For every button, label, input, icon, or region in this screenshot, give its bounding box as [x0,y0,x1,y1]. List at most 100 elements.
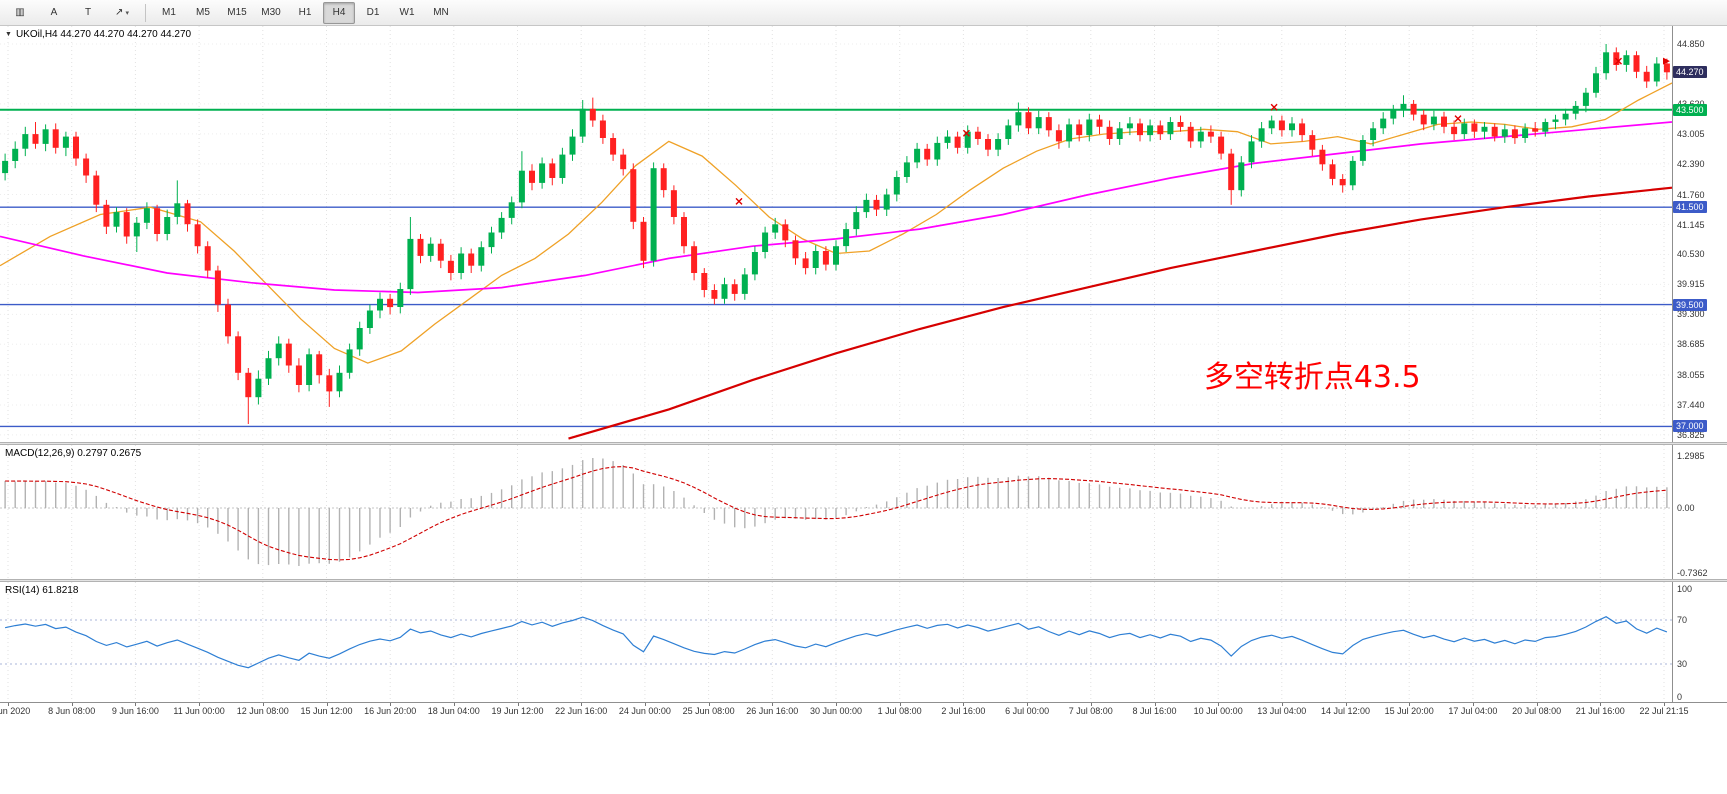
price-axis-label: 39.915 [1677,279,1705,290]
chart-mode-icon[interactable]: ▥ [15,7,25,18]
trade-marker [962,129,970,137]
macd-plot[interactable] [0,445,1672,579]
time-tick [71,703,73,706]
level-price-tag: 43.500 [1673,103,1707,116]
time-axis-label: 22 Jun 16:00 [555,706,608,716]
candles-series [2,44,1670,424]
time-axis-label: 6 Jul 00:00 [1005,706,1050,716]
time-axis-label: 24 Jun 00:00 [618,706,671,716]
time-axis-label: 8 Jun 08:00 [48,706,96,716]
time-tick [326,703,328,706]
time-axis-label: 7 Jul 08:00 [1068,706,1113,716]
price-axis-label: 43.005 [1677,128,1705,139]
time-tick [390,703,392,706]
trade-marker [735,197,743,205]
rsi-header: RSI(14) 61.8218 [5,585,78,596]
timeframe-m5[interactable]: M5 [196,7,210,18]
time-tick [199,703,201,706]
macd-header: MACD(12,26,9) 0.2797 0.2675 [5,448,141,459]
chart-symbol-header: ▼ UKOil,H4 44.270 44.270 44.270 44.270 [5,29,191,40]
time-tick [517,703,519,706]
ma-slow-line [568,186,1672,440]
time-axis-label: 2 Jul 16:00 [941,706,986,716]
time-axis-label: 20 Jul 08:00 [1512,706,1562,716]
chart-dropdown-icon[interactable]: ▼ [5,31,12,38]
time-tick [262,703,264,706]
annotate-letter-tool[interactable]: A [50,7,58,18]
time-tick [8,703,9,706]
timeframe-w1[interactable]: W1 [399,7,415,18]
rsi-axis-label: 100 [1677,584,1693,594]
timeframe-m1[interactable]: M1 [162,7,176,18]
level-price-tag: 39.500 [1673,298,1707,311]
time-axis-label: 5 Jun 2020 [0,706,31,716]
time-axis-label: 14 Jul 12:00 [1320,706,1371,716]
text-tool[interactable]: T [84,7,92,18]
time-axis-label: 10 Jul 00:00 [1193,706,1243,716]
time-tick [1409,703,1411,706]
time-tick [581,703,583,706]
timeframe-mn[interactable]: MN [433,7,449,18]
price-axis[interactable]: 44.85043.62043.00542.39041.76041.14540.5… [1672,26,1727,720]
time-tick [708,703,710,706]
toolbar-separator [145,3,146,22]
rsi-axis-label: 0 [1677,692,1683,702]
grid [7,582,1665,702]
time-axis-label: 22 Jul 21:15 [1639,706,1689,716]
price-axis-label: 41.145 [1677,219,1705,230]
rsi-axis-label: 30 [1677,659,1688,669]
price-axis-label: 44.850 [1677,39,1705,50]
chart-title-text: UKOil,H4 44.270 44.270 44.270 44.270 [15,29,192,40]
time-tick [1090,703,1092,706]
time-axis-label: 8 Jul 16:00 [1132,706,1177,716]
toolbar: ▥ A T ↗ ▾ M1 M5 M15 M30 H1 H4 D1 W1 MN [0,0,1727,26]
trade-marker [1270,103,1278,111]
price-axis-label: 40.530 [1677,249,1705,260]
level-price-tag: 37.000 [1673,420,1707,433]
time-tick [963,703,965,706]
main-chart-plot[interactable] [0,26,1672,442]
time-axis-label: 9 Jun 16:00 [111,706,159,716]
timeframe-m15[interactable]: M15 [227,7,247,18]
time-axis-label: 1 Jul 08:00 [877,706,922,716]
time-axis-label: 13 Jul 04:00 [1257,706,1307,716]
panel-splitter[interactable] [0,442,1727,445]
annotation-text[interactable]: 多空转折点43.5 [1203,360,1421,396]
time-axis-label: 19 Jun 12:00 [491,706,544,716]
draw-tools[interactable]: ↗ ▾ [115,7,129,18]
panel-splitter[interactable] [0,579,1727,582]
rsi-line [4,616,1668,669]
timeframe-d1[interactable]: D1 [366,7,380,18]
time-axis-label: 18 Jun 04:00 [427,706,480,716]
macd-signal-line [5,466,1667,561]
rsi-header-text: RSI(14) 61.8218 [5,585,79,596]
time-axis-label: 15 Jun 12:00 [300,706,353,716]
time-axis-label: 17 Jul 04:00 [1448,706,1498,716]
rsi-axis-label: 70 [1677,615,1688,625]
timeframe-m30[interactable]: M30 [261,7,281,18]
time-tick [1345,703,1347,706]
rsi-plot[interactable] [0,582,1672,702]
time-tick [836,703,837,706]
time-axis-label: 21 Jul 16:00 [1575,706,1625,716]
ma-fast-line [0,82,1672,364]
timeframe-h4[interactable]: H4 [323,1,355,24]
time-axis-label: 25 Jun 08:00 [682,706,735,716]
trade-marker [1615,57,1622,65]
rsi-levels [0,619,1672,665]
time-axis-label: 30 Jun 00:00 [809,706,863,716]
chevron-down-icon: ▾ [125,9,129,17]
level-price-tag: 41.500 [1673,201,1707,214]
time-axis-label: 15 Jul 20:00 [1384,706,1434,716]
ma-medium-line [0,121,1672,294]
price-axis-label: 42.390 [1677,158,1705,169]
time-tick [1027,703,1029,706]
price-axis-label: 37.440 [1677,399,1705,410]
time-tick [644,703,646,706]
time-tick [135,703,137,706]
time-tick [1664,703,1665,706]
time-tick [899,703,901,706]
trade-markers [735,57,1670,205]
timeframe-h1[interactable]: H1 [298,7,312,18]
time-axis[interactable]: 5 Jun 2020 8 Jun 08:00 9 Jun 16:00 11 Jun 0… [0,702,1727,720]
